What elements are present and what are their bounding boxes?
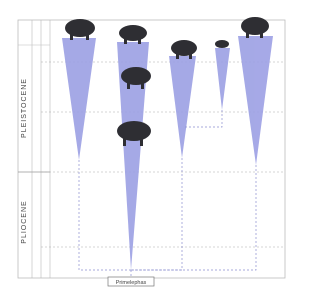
- evolution-diagram: PLEISTOCENE PLIOCENE Primelephas: [0, 0, 295, 296]
- page: {"epochs": ["PLEISTOCENE", "PLIOCENE"], …: [0, 0, 295, 296]
- epoch-label: PLIOCENE: [21, 200, 28, 243]
- epoch-label: PLEISTOCENE: [21, 78, 28, 138]
- root-label: Primelephas: [116, 280, 147, 286]
